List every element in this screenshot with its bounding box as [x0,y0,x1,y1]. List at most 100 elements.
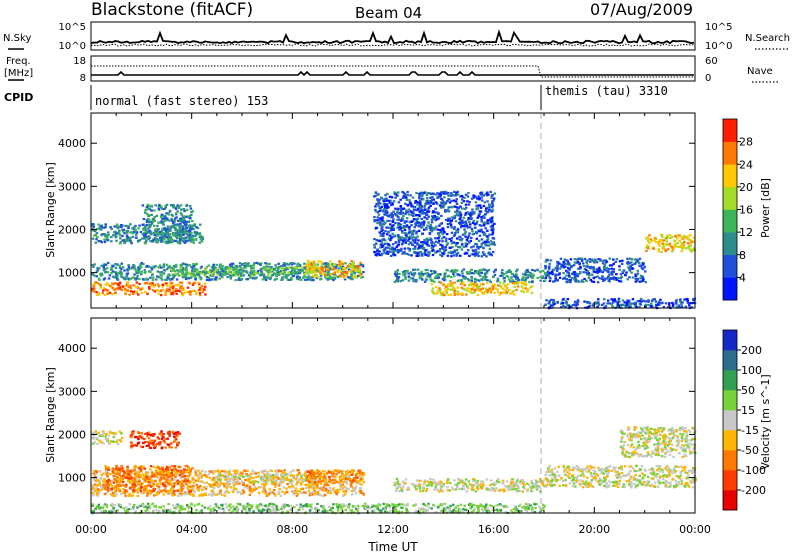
power-cell [310,276,313,279]
power-cell [177,270,181,273]
power-cell [229,275,233,278]
power-cell [155,229,159,232]
power-cell [486,219,489,222]
power-cell [449,284,453,288]
power-cell [191,267,194,270]
power-cell [686,242,690,245]
power-cell [461,207,464,210]
velocity-cell [251,477,255,480]
power-cell [397,234,400,237]
velocity-cell [346,469,349,472]
power-cell [209,274,212,277]
power-cell [188,291,191,294]
power-cell [682,245,686,248]
power-cell [437,241,440,244]
power-cell [374,191,378,194]
power-cell [690,306,693,309]
power-cell [309,271,313,274]
power-cell [660,251,663,254]
power-cell [123,289,127,292]
power-cell [420,226,424,229]
power-cell [521,278,524,281]
power-cell [408,249,411,252]
power-cell [423,240,426,244]
power-cell [499,284,502,287]
power-cell [225,271,229,274]
power-cell [491,204,495,207]
power-cell [156,270,159,273]
power-cell [594,258,597,261]
nave-trace [91,65,694,78]
power-cell [624,305,628,308]
velocity-cell [257,491,261,495]
velocity-cell [223,485,226,488]
velocity-cell [186,478,189,481]
power-cell [459,223,462,226]
power-cell [611,305,614,308]
power-cell [413,245,417,248]
velocity-cell [123,474,127,477]
power-cell [511,282,515,285]
power-cell [488,287,491,290]
power-cell [414,222,417,225]
velocity-cell [235,469,239,472]
power-cell [469,283,473,287]
power-cell [397,250,401,253]
power-cell [612,258,615,261]
power-cell [404,202,407,205]
power-cell [453,190,456,193]
power-cell [551,273,554,276]
power-cell [163,227,167,231]
power-cell [111,275,115,278]
power-cell [376,193,379,197]
power-cell [110,272,113,275]
power-cell [284,263,288,266]
power-cell [400,249,403,252]
power-cell [680,249,683,253]
power-cell [565,281,568,284]
power-cell [454,244,458,247]
power-cell [570,266,573,269]
nsky-label: N.Sky [3,33,31,44]
power-cell [192,265,195,268]
power-cell [128,293,131,296]
power-cell [443,192,446,195]
power-cell [603,298,606,301]
power-cell [173,265,176,268]
power-cell [181,220,184,223]
power-cell [437,233,441,236]
power-cell [442,206,445,209]
power-cell [317,260,320,263]
power-cell [446,242,449,245]
power-cell [553,302,556,305]
power-cell [350,271,353,274]
velocity-cell [294,487,298,490]
power-cell [637,262,641,265]
power-cell [305,263,309,266]
power-cell [103,226,107,229]
power-cell [125,234,129,237]
power-cell [417,214,420,217]
power-cell [531,277,534,280]
power-cell [383,197,386,201]
power-cell [486,281,489,284]
power-cell [424,202,427,205]
power-cell [129,287,133,290]
velocity-cell [123,491,127,494]
power-cell [468,272,471,275]
power-cell [429,200,432,203]
power-cell [373,244,376,247]
power-cell [420,272,423,275]
power-cell [434,275,438,278]
power-cell [625,271,628,274]
power-cell [426,268,429,272]
power-cell [446,223,450,226]
power-cell [479,193,483,196]
velocity-cell [332,475,336,478]
velocity-cell [204,492,207,495]
power-cell [403,270,407,273]
power-cell [466,278,470,281]
power-cell [259,274,263,277]
power-cell [554,277,557,280]
power-cell [526,288,530,291]
